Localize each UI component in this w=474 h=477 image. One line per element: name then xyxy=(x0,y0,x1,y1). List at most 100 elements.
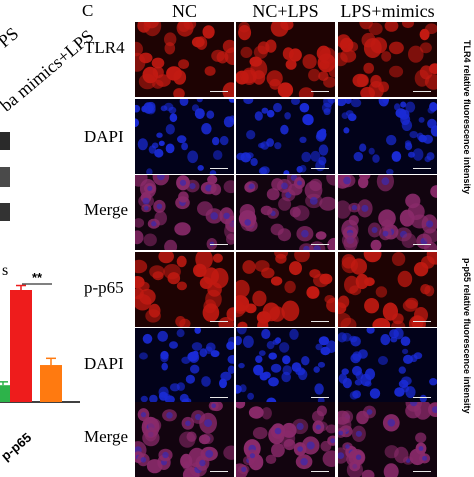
nucleus xyxy=(243,335,254,348)
cell xyxy=(265,454,277,464)
nucleus xyxy=(268,352,277,360)
nucleus xyxy=(197,165,204,171)
cell xyxy=(338,52,348,67)
nucleus xyxy=(165,124,175,135)
nucleus xyxy=(368,147,375,155)
nucleus xyxy=(179,393,189,403)
cell xyxy=(397,270,413,288)
cell xyxy=(364,298,380,314)
nucleus xyxy=(412,148,424,161)
cell xyxy=(370,239,382,250)
nucleus xyxy=(156,203,163,210)
scale-bar xyxy=(311,397,329,398)
cell xyxy=(202,303,220,322)
cell xyxy=(269,306,285,322)
lane-label-ps: PS xyxy=(0,23,23,52)
cell xyxy=(186,431,197,442)
nucleus xyxy=(195,413,202,421)
nucleus xyxy=(169,113,178,123)
nucleus xyxy=(380,334,391,346)
nucleus xyxy=(297,180,302,186)
nucleus xyxy=(270,363,282,373)
cell xyxy=(151,57,165,69)
nucleus xyxy=(147,185,153,191)
cell xyxy=(368,22,383,36)
cell xyxy=(265,39,277,53)
nucleus xyxy=(238,362,245,369)
nucleus xyxy=(274,427,282,435)
nucleus xyxy=(219,378,227,389)
nucleus xyxy=(185,374,195,384)
nucleus xyxy=(151,142,159,149)
nucleus xyxy=(157,175,165,181)
scale-bar xyxy=(311,91,329,92)
cell xyxy=(316,405,327,417)
cell xyxy=(277,82,294,97)
nucleus xyxy=(398,366,406,374)
nucleus xyxy=(364,381,372,387)
nucleus xyxy=(250,158,258,166)
nucleus xyxy=(372,154,380,163)
nucleus xyxy=(154,148,164,158)
nucleus xyxy=(139,352,148,360)
nucleus xyxy=(258,167,267,174)
cell xyxy=(242,260,256,274)
cell xyxy=(275,253,287,264)
nucleus xyxy=(236,336,242,346)
cell xyxy=(244,303,257,314)
nucleus xyxy=(306,441,315,450)
cell xyxy=(178,59,190,69)
cell xyxy=(401,233,417,249)
nucleus xyxy=(299,102,310,113)
nucleus xyxy=(330,438,335,444)
cell xyxy=(211,49,225,62)
scale-bar xyxy=(413,91,431,92)
cell xyxy=(195,252,213,270)
microscopy-image-red xyxy=(338,22,437,97)
nucleus xyxy=(408,151,415,158)
cell xyxy=(222,82,234,97)
cell xyxy=(322,450,335,467)
cell xyxy=(408,45,424,63)
microscopy-image-merge xyxy=(338,402,437,477)
cell xyxy=(143,233,157,247)
nucleus xyxy=(219,135,229,146)
nucleus xyxy=(185,420,191,427)
nucleus xyxy=(274,142,282,150)
nucleus xyxy=(227,355,234,364)
nucleus xyxy=(410,402,418,407)
cell xyxy=(326,424,335,434)
cell xyxy=(241,67,257,85)
cell xyxy=(289,261,302,276)
nucleus xyxy=(191,342,203,351)
nucleus xyxy=(427,118,437,129)
cell xyxy=(328,65,335,78)
nucleus xyxy=(254,111,263,121)
nucleus xyxy=(394,387,405,397)
nucleus xyxy=(343,176,351,185)
x-tick-label: p-p65 xyxy=(0,429,35,464)
nucleus xyxy=(194,108,205,119)
cell xyxy=(236,402,246,409)
scale-bar xyxy=(413,397,431,398)
cell xyxy=(254,260,270,272)
cell xyxy=(389,65,404,78)
nucleus xyxy=(266,397,277,403)
nucleus xyxy=(255,355,263,363)
cell xyxy=(372,318,391,327)
row-label-merge: Merge xyxy=(84,200,129,219)
cell xyxy=(281,300,300,322)
nucleus xyxy=(409,131,418,139)
cell xyxy=(204,66,216,76)
cell xyxy=(415,432,427,444)
cell xyxy=(135,41,143,57)
cell xyxy=(277,228,292,242)
nucleus xyxy=(391,151,402,162)
cell xyxy=(139,288,156,305)
nucleus xyxy=(299,136,307,143)
nucleus xyxy=(316,129,327,140)
nucleus xyxy=(426,220,434,228)
cell xyxy=(319,196,335,211)
nucleus xyxy=(382,230,389,237)
microscopy-image-merge xyxy=(236,402,335,477)
